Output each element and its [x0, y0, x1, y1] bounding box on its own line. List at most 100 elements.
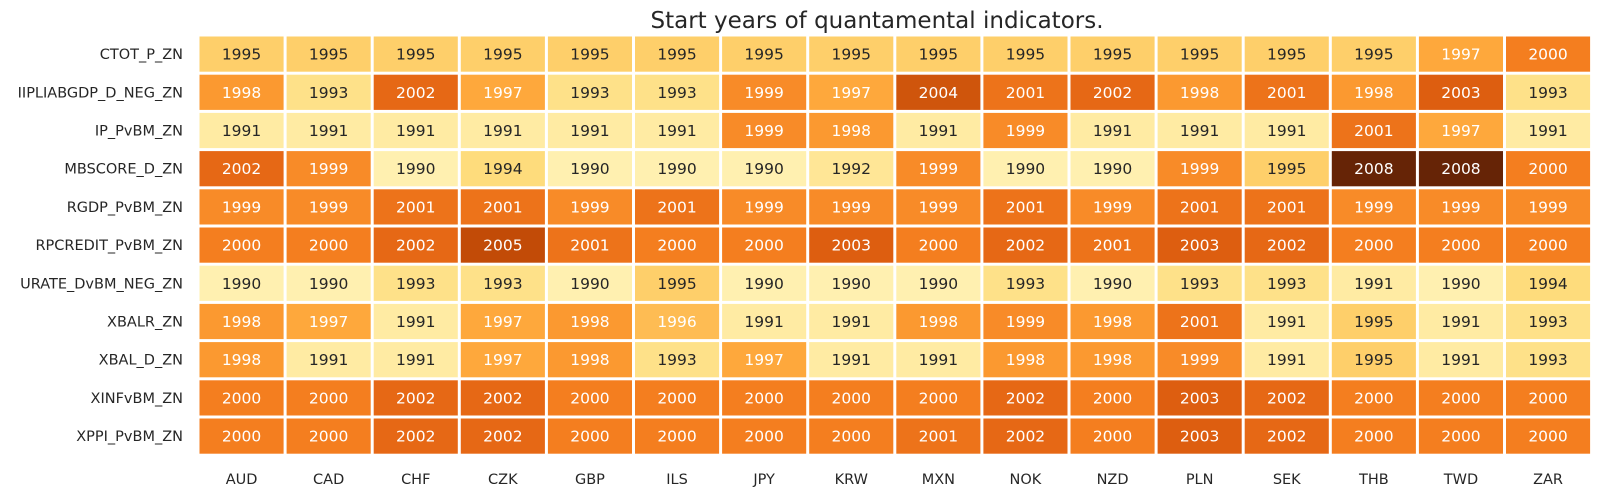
cell-value-label: 2000 — [1441, 389, 1480, 407]
cell-value-label: 1990 — [1093, 160, 1132, 178]
heatmap-cell — [1506, 151, 1591, 187]
cell-value-label: 1995 — [1354, 351, 1393, 369]
heatmap-cell — [1418, 265, 1503, 301]
cell-value-label: 1997 — [1441, 122, 1480, 140]
heatmap-cell — [1070, 74, 1155, 110]
heatmap-cell — [983, 265, 1068, 301]
cell-value-label: 2001 — [1006, 84, 1045, 102]
cell-value-label: 2003 — [832, 237, 871, 255]
cell-value-label: 1992 — [832, 160, 871, 178]
cell-value-label: 2002 — [396, 84, 435, 102]
heatmap-cell — [983, 303, 1068, 340]
x-tick-label: PLN — [1186, 472, 1214, 488]
heatmap-cell — [896, 303, 981, 340]
cell-value-label: 2000 — [657, 237, 696, 255]
cell-value-label: 2001 — [396, 198, 435, 216]
heatmap-cell — [373, 380, 458, 416]
cell-value-label: 1999 — [919, 198, 958, 216]
heatmap-cell — [1244, 303, 1329, 340]
x-tick-label: ZAR — [1533, 472, 1563, 488]
cell-value-label: 2000 — [744, 389, 783, 407]
cell-value-label: 1991 — [657, 122, 696, 140]
heatmap-cell — [722, 303, 807, 340]
x-tick-label: CHF — [401, 472, 430, 488]
y-tick-label: URATE_DvBM_NEG_ZN — [20, 276, 183, 292]
cell-value-label: 1991 — [1267, 313, 1306, 331]
cell-value-label: 1990 — [570, 275, 609, 293]
heatmap-cell — [635, 112, 720, 149]
cell-value-label: 2000 — [1354, 389, 1393, 407]
cell-value-label: 1999 — [222, 198, 261, 216]
heatmap-cell — [809, 380, 894, 416]
cell-value-label: 2000 — [832, 389, 871, 407]
heatmap-cell — [722, 36, 807, 72]
y-tick-label: RGDP_PvBM_ZN — [67, 200, 183, 216]
heatmap-cell — [1070, 303, 1155, 340]
cell-value-label: 1991 — [919, 351, 958, 369]
cell-value-label: 1991 — [396, 122, 435, 140]
cell-value-label: 1999 — [309, 160, 348, 178]
heatmap-cell — [896, 380, 981, 416]
heatmap-cell — [722, 265, 807, 301]
heatmap-cell — [286, 418, 371, 454]
heatmap-cell — [1070, 189, 1155, 225]
heatmap-cell — [460, 265, 545, 301]
heatmap-cell — [199, 342, 284, 378]
heatmap-cell — [199, 418, 284, 454]
cell-value-label: 2000 — [1528, 46, 1567, 64]
cell-value-label: 1999 — [1006, 313, 1045, 331]
heatmap-cell — [286, 36, 371, 72]
cell-value-label: 1991 — [1441, 351, 1480, 369]
y-tick-label: RPCREDIT_PvBM_ZN — [35, 238, 183, 254]
cell-value-label: 2002 — [1267, 237, 1306, 255]
cell-value-label: 1991 — [832, 351, 871, 369]
y-tick-label: XBALR_ZN — [107, 315, 183, 331]
cell-value-label: 1999 — [1180, 351, 1219, 369]
cell-value-label: 1993 — [1267, 275, 1306, 293]
cell-value-label: 1993 — [1180, 275, 1219, 293]
x-tick-label: MXN — [922, 472, 955, 488]
cell-value-label: 1993 — [1528, 84, 1567, 102]
heatmap-cell — [547, 303, 632, 340]
cell-value-label: 2000 — [744, 428, 783, 446]
cell-value-label: 1991 — [1528, 122, 1567, 140]
heatmap-cell — [1331, 418, 1416, 454]
heatmap-cell — [373, 189, 458, 225]
cell-value-label: 2008 — [1354, 160, 1393, 178]
cell-value-label: 2002 — [1267, 389, 1306, 407]
heatmap-cell — [1157, 227, 1242, 263]
heatmap-cell — [1244, 36, 1329, 72]
cell-value-label: 1997 — [483, 351, 522, 369]
cell-value-label: 1991 — [1267, 122, 1306, 140]
heatmap-cell — [1418, 189, 1503, 225]
heatmap-cell — [722, 380, 807, 416]
heatmap-cell — [460, 189, 545, 225]
heatmap-cell — [722, 418, 807, 454]
heatmap-cell — [1506, 36, 1591, 72]
heatmap-cell — [1157, 303, 1242, 340]
heatmap-cell — [1418, 380, 1503, 416]
heatmap-cell — [1331, 36, 1416, 72]
heatmap-cell — [635, 265, 720, 301]
cell-value-label: 2000 — [919, 389, 958, 407]
heatmap-cell — [635, 227, 720, 263]
heatmap-cell — [373, 265, 458, 301]
heatmap-cell — [1506, 189, 1591, 225]
cell-value-label: 2002 — [1006, 237, 1045, 255]
heatmap-cell — [1418, 112, 1503, 149]
cell-value-label: 1990 — [832, 275, 871, 293]
cell-value-label: 1990 — [222, 275, 261, 293]
cell-value-label: 1999 — [570, 198, 609, 216]
cell-value-label: 2000 — [832, 428, 871, 446]
heatmap-cell — [1418, 74, 1503, 110]
heatmap-cell — [460, 36, 545, 72]
heatmap-cell — [722, 112, 807, 149]
cell-value-label: 1998 — [222, 351, 261, 369]
cell-value-label: 1993 — [1528, 351, 1567, 369]
heatmap-cell — [199, 303, 284, 340]
heatmap-cell — [1157, 342, 1242, 378]
cell-value-label: 2000 — [309, 237, 348, 255]
heatmap-cell — [547, 189, 632, 225]
cell-value-label: 1999 — [309, 198, 348, 216]
